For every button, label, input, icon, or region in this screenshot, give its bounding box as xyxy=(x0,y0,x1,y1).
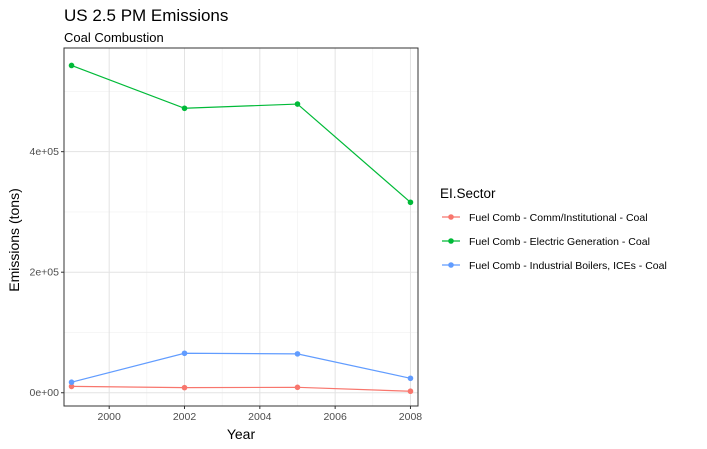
legend-key-point xyxy=(448,238,454,244)
x-tick-label: 2004 xyxy=(248,411,272,423)
series-line xyxy=(71,352,411,383)
data-point xyxy=(181,384,188,391)
y-tick-label: 4e+05 xyxy=(30,146,60,158)
y-tick-label: 0e+00 xyxy=(30,387,60,399)
legend: Fuel Comb - Comm/Institutional - Coal Fue… xyxy=(442,212,667,272)
data-point xyxy=(294,101,301,107)
y-axis-title: Emissions (tons) xyxy=(6,188,22,291)
x-tick-label: 2006 xyxy=(323,411,347,423)
x-tick-label: 2002 xyxy=(173,411,197,423)
legend-title: EI.Sector xyxy=(440,186,496,201)
series-layer xyxy=(68,62,414,395)
legend-label: Fuel Comb - Electric Generation - Coal xyxy=(469,236,650,248)
chart-subtitle: Coal Combustion xyxy=(64,30,164,45)
series-line xyxy=(71,64,411,203)
legend-label: Fuel Comb - Industrial Boilers, ICEs - C… xyxy=(469,260,667,272)
x-axis-title: Year xyxy=(227,426,256,442)
legend-key-point xyxy=(448,214,454,220)
data-point xyxy=(68,383,75,390)
data-point xyxy=(407,388,414,395)
data-point xyxy=(68,62,75,69)
data-point xyxy=(181,350,188,357)
data-point xyxy=(294,351,301,357)
plot-grid xyxy=(64,48,418,406)
legend-label: Fuel Comb - Comm/Institutional - Coal xyxy=(469,212,648,224)
ticks-layer: 2000 2002 2004 2006 2008 0e+00 2e+05 4e+05 xyxy=(30,47,423,423)
data-point xyxy=(68,379,75,385)
x-tick-label: 2008 xyxy=(399,411,423,423)
chart-title: US 2.5 PM Emissions xyxy=(64,6,228,25)
data-point xyxy=(294,384,301,391)
data-point xyxy=(407,199,414,206)
x-tick-label: 2000 xyxy=(98,411,122,423)
plot-border xyxy=(63,47,419,407)
legend-key-point xyxy=(448,262,454,268)
y-tick-label: 2e+05 xyxy=(30,267,60,279)
series-line xyxy=(71,385,411,392)
data-point xyxy=(407,375,414,382)
plot-background xyxy=(64,48,418,406)
data-point xyxy=(181,105,188,112)
